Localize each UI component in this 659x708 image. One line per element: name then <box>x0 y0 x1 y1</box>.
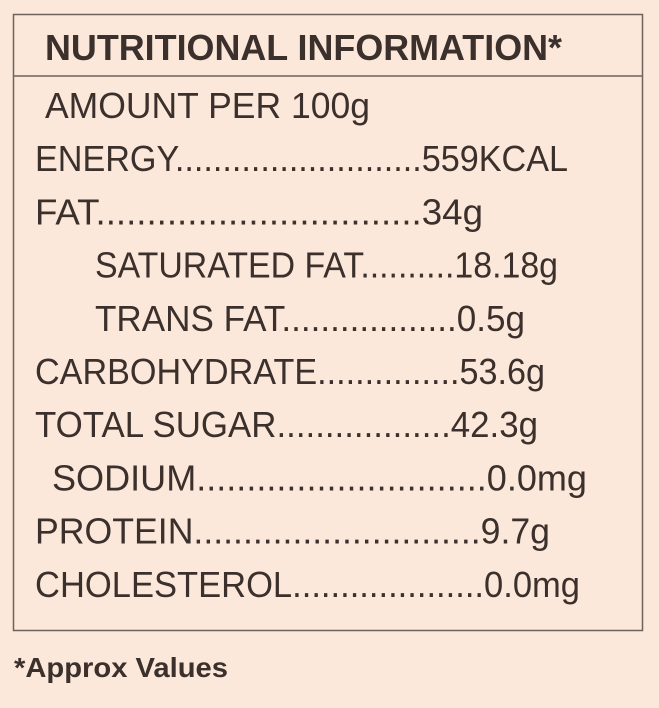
nutrient-row: PROTEIN.............................9.7g <box>35 511 550 552</box>
nutrient-row: AMOUNT PER 100g <box>45 85 370 126</box>
nutrient-row: CHOLESTEROL....................0.0mg <box>35 564 580 605</box>
nutrient-row: ENERGY..........................559KCAL <box>35 138 568 179</box>
nutrient-row: TRANS FAT..................0.5g <box>95 298 525 339</box>
nutrient-row: CARBOHYDRATE...............53.6g <box>35 351 545 392</box>
nutrient-row: SODIUM.............................0.0mg <box>52 457 587 498</box>
table-rows: AMOUNT PER 100g ENERGY...................… <box>35 85 587 605</box>
nutrient-row: SATURATED FAT..........18.18g <box>95 245 558 286</box>
table-border <box>12 13 644 632</box>
footnote: *Approx Values <box>14 652 228 683</box>
nutrient-row: TOTAL SUGAR..................42.3g <box>35 404 538 445</box>
nutrient-row: FAT................................34g <box>35 191 483 232</box>
table-title: NUTRITIONAL INFORMATION* <box>45 27 562 68</box>
